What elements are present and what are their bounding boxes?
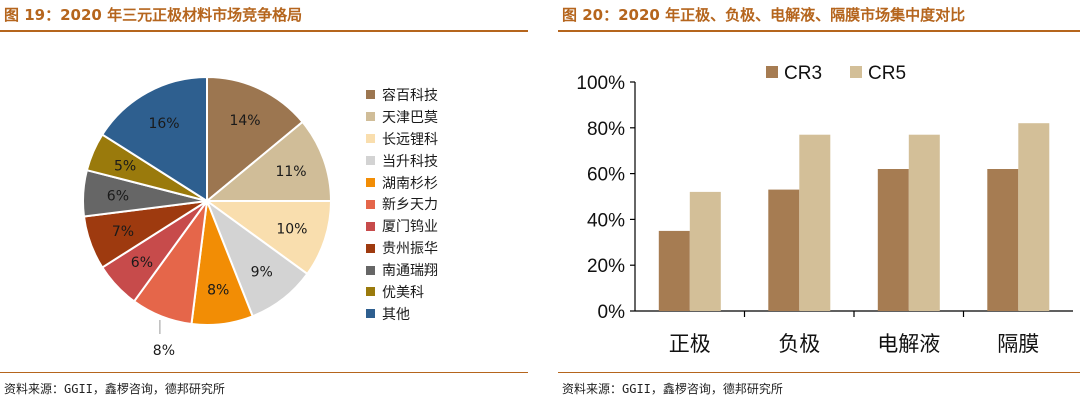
y-tick-label: 80% bbox=[587, 119, 625, 140]
pie-label-10: 5% bbox=[114, 159, 136, 175]
legend-item-11: 其他 bbox=[366, 303, 438, 325]
legend-swatch bbox=[366, 287, 375, 297]
legend-label: 优美科 bbox=[382, 284, 424, 301]
legend-swatch bbox=[366, 199, 375, 209]
bar-cr3-3 bbox=[877, 169, 909, 311]
pie-label-3: 10% bbox=[276, 222, 307, 238]
pie-legend: 容百科技天津巴莫长远锂科当升科技湖南杉杉新乡天力厦门钨业贵州振华南通瑞翔优美科其… bbox=[366, 84, 438, 325]
pie-label-4: 9% bbox=[251, 265, 273, 281]
pie-label-2: 11% bbox=[275, 164, 306, 180]
y-tick-label: 0% bbox=[598, 302, 626, 323]
legend-swatch bbox=[366, 134, 375, 144]
legend-label: 新乡天力 bbox=[382, 197, 438, 214]
legend-swatch bbox=[366, 178, 375, 187]
legend-label: 南通瑞翔 bbox=[382, 263, 438, 280]
legend-item-8: 贵州振华 bbox=[366, 237, 438, 259]
right-source-note: 资料来源：GGII，鑫椤咨询，德邦研究所 bbox=[562, 382, 783, 396]
legend-label: 当升科技 bbox=[382, 153, 438, 170]
x-tick-label: 电解液 bbox=[877, 332, 940, 356]
legend-label: 容百科技 bbox=[382, 87, 438, 104]
bar-cr3-2 bbox=[768, 189, 800, 311]
y-tick-label: 60% bbox=[587, 165, 625, 186]
bar-legend-swatch-cr5 bbox=[850, 66, 862, 78]
bar-cr5-3 bbox=[908, 134, 940, 311]
bar-chart: 0% 20% 40% 60% 80% 100% 正极 负极 电解液 隔膜 CR3 CR5 bbox=[576, 63, 1073, 356]
right-figure-panel: 图 20：2020 年正极、负极、电解液、隔膜市场集中度对比 0% 20% 40% 6… bbox=[558, 0, 1080, 401]
pie-label-9: 6% bbox=[107, 188, 129, 204]
bar-cr5-1 bbox=[689, 191, 721, 311]
legend-item-4: 当升科技 bbox=[366, 150, 438, 172]
right-figure-title: 图 20：2020 年正极、负极、电解液、隔膜市场集中度对比 bbox=[562, 6, 966, 24]
legend-item-9: 南通瑞翔 bbox=[366, 259, 438, 281]
legend-item-10: 优美科 bbox=[366, 281, 438, 303]
bar-cr3-1 bbox=[658, 230, 690, 311]
bar-cr3-4 bbox=[987, 169, 1019, 311]
legend-label: 长远锂科 bbox=[382, 131, 438, 148]
legend-item-7: 厦门钨业 bbox=[366, 215, 438, 237]
legend-label: 天津巴莫 bbox=[382, 109, 438, 126]
x-tick-label: 隔膜 bbox=[997, 332, 1039, 356]
legend-label: 其他 bbox=[382, 306, 410, 323]
pie-slice-3 bbox=[203, 200, 333, 276]
bar-legend-label-cr5: CR5 bbox=[868, 63, 906, 84]
right-source-rule bbox=[558, 372, 1080, 373]
left-source-note: 资料来源：GGII，鑫椤咨询，德邦研究所 bbox=[4, 382, 225, 396]
legend-swatch bbox=[366, 156, 375, 166]
pie-slice-11 bbox=[100, 75, 208, 203]
bar-cr5-2 bbox=[799, 134, 831, 311]
legend-swatch bbox=[366, 221, 375, 231]
left-title-rule bbox=[0, 30, 528, 32]
pie-label-6: 8% bbox=[153, 343, 175, 359]
legend-label: 湖南杉杉 bbox=[382, 175, 438, 192]
legend-item-6: 新乡天力 bbox=[366, 193, 438, 215]
x-tick-label: 正极 bbox=[669, 332, 711, 356]
pie-label-1: 14% bbox=[229, 113, 260, 129]
left-figure-panel: 图 19：2020 年三元正极材料市场竞争格局 14% 11% 10% 9% 8% 8% 6… bbox=[0, 0, 528, 401]
pie-chart: 14% 11% 10% 9% 8% 8% 6% 7% 6% 5% 16% bbox=[82, 75, 333, 359]
pie-label-7: 6% bbox=[131, 255, 153, 271]
legend-swatch bbox=[366, 112, 375, 122]
legend-label: 厦门钨业 bbox=[382, 219, 438, 236]
pie-label-8: 7% bbox=[112, 224, 134, 240]
x-tick-label: 负极 bbox=[778, 332, 820, 356]
left-figure-title: 图 19：2020 年三元正极材料市场竞争格局 bbox=[4, 6, 303, 24]
pie-slice-2 bbox=[204, 120, 333, 202]
y-tick-label: 100% bbox=[576, 73, 625, 94]
legend-swatch bbox=[366, 309, 375, 319]
pie-slice-1 bbox=[206, 75, 304, 204]
legend-item-2: 天津巴莫 bbox=[366, 106, 438, 128]
legend-swatch bbox=[366, 243, 375, 253]
bar-legend-label-cr3: CR3 bbox=[784, 63, 822, 84]
bar-cr5-4 bbox=[1018, 123, 1050, 311]
y-tick-label: 20% bbox=[587, 256, 625, 277]
y-tick-label: 40% bbox=[587, 210, 625, 231]
left-source-rule bbox=[0, 372, 528, 373]
legend-swatch bbox=[366, 265, 375, 275]
legend-swatch bbox=[366, 90, 375, 100]
bar-legend-swatch-cr3 bbox=[766, 66, 778, 78]
legend-item-5: 湖南杉杉 bbox=[366, 172, 438, 194]
legend-label: 贵州振华 bbox=[382, 241, 438, 258]
right-title-rule bbox=[558, 30, 1080, 32]
legend-item-3: 长远锂科 bbox=[366, 128, 438, 150]
legend-item-1: 容百科技 bbox=[366, 84, 438, 106]
pie-label-11: 16% bbox=[148, 116, 179, 132]
pie-label-5: 8% bbox=[207, 283, 229, 299]
